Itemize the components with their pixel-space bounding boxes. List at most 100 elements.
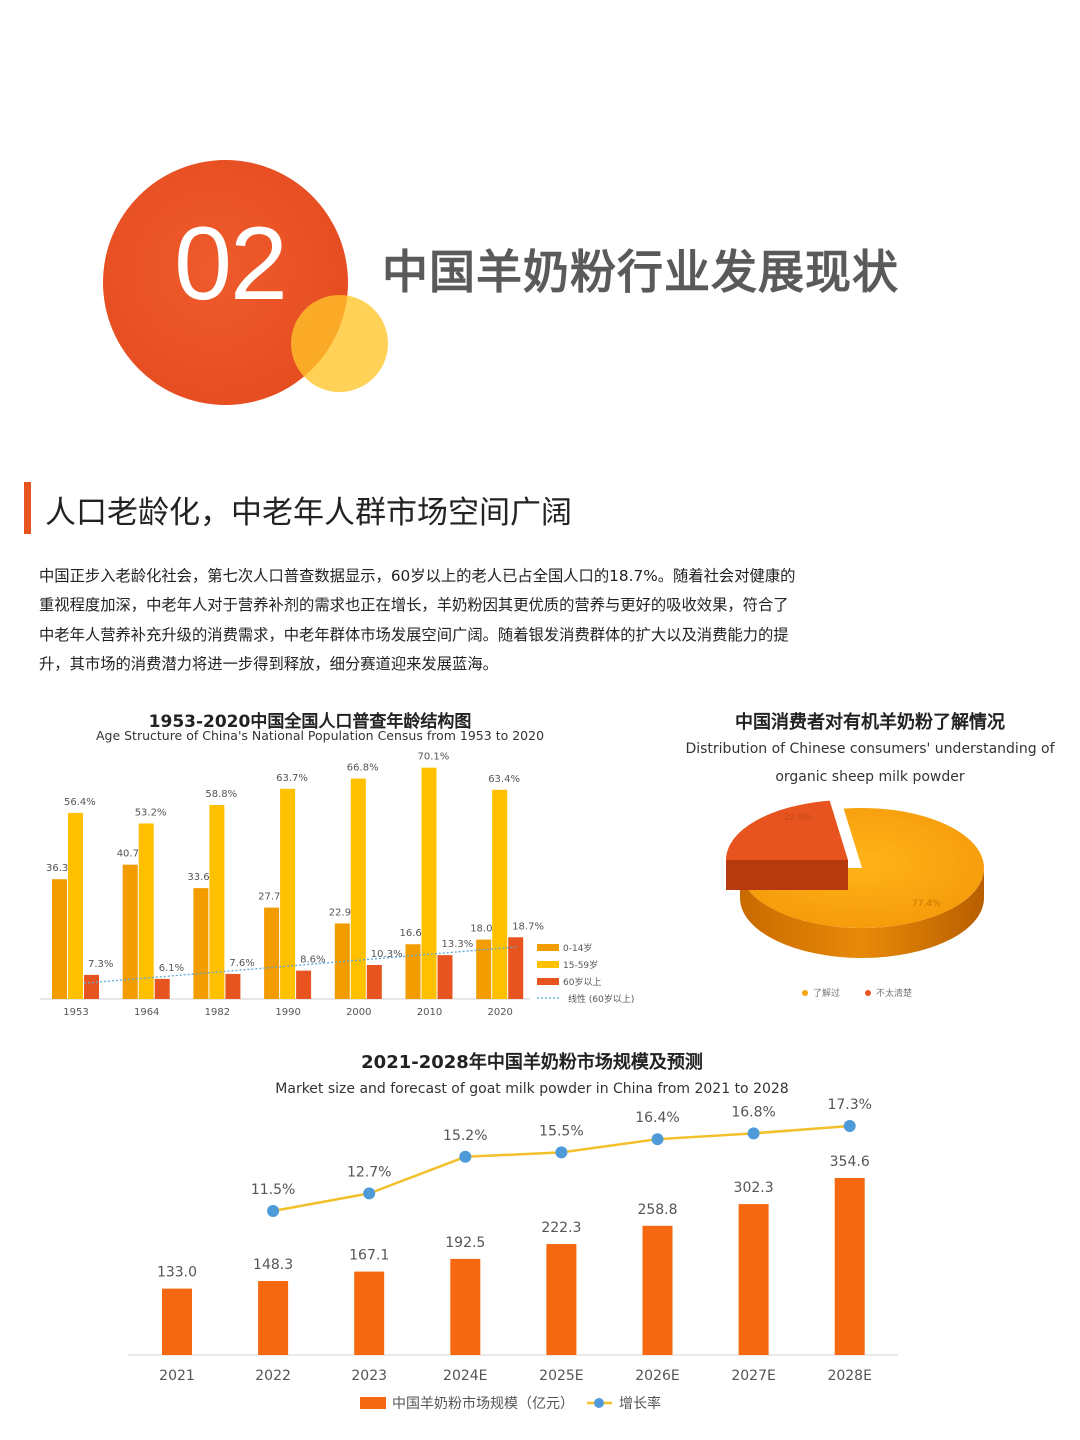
market-bar-label-2023: 167.1 <box>349 1248 389 1264</box>
age-bar-2000-60岁以上 <box>366 965 382 999</box>
section-number: 02 <box>174 206 288 322</box>
age-bar-label-2020-15-59岁: 63.4% <box>488 774 520 785</box>
subheading-accent-bar <box>24 482 31 534</box>
age-bar-1990-0-14岁 <box>264 907 280 999</box>
market-x-tick-2023: 2023 <box>351 1368 387 1384</box>
body-paragraph: 中国正步入老龄化社会，第七次人口普查数据显示，60岁以上的老人已占全国人口的18… <box>39 567 796 673</box>
growth-rate-point-2024E <box>459 1150 472 1163</box>
age-bar-label-2000-0-14岁: 22.9% <box>329 907 361 918</box>
market-bar-label-2022: 148.3 <box>253 1257 293 1273</box>
pie-slice-了解过 <box>739 808 984 929</box>
growth-rate-point-2022 <box>267 1205 280 1217</box>
age-bar-label-1964-60岁以上: 6.1% <box>159 963 184 974</box>
market-x-tick-2022: 2022 <box>255 1368 291 1384</box>
age-bar-label-1982-0-14岁: 33.6% <box>187 872 219 883</box>
age-legend-label-15-59岁: 15-59岁 <box>563 959 598 971</box>
age-bar-2000-0-14岁 <box>334 923 350 999</box>
pie-legend-label-了解过: 了解过 <box>813 987 840 999</box>
pie-chart-title: 中国消费者对有机羊奶粉了解情况 <box>735 712 1005 733</box>
pie-slice-side-了解过 <box>740 868 984 958</box>
growth-rate-label-2022: 11.5% <box>251 1182 295 1198</box>
age-bar-label-2000-60岁以上: 10.3% <box>371 949 403 960</box>
market-bar-2024E <box>450 1258 481 1355</box>
pie-label-不太清楚: 22.6% <box>784 813 813 823</box>
age-bar-1953-15-59岁 <box>68 812 83 999</box>
age-bar-label-2020-0-14岁: 18.0% <box>470 924 502 935</box>
growth-rate-point-2026E <box>651 1133 664 1146</box>
growth-rate-label-2024E: 15.2% <box>443 1128 487 1144</box>
market-bar-2021 <box>162 1288 192 1355</box>
pie-legend-swatch-了解过 <box>802 990 808 996</box>
age-bar-1982-15-59岁 <box>209 804 225 999</box>
age-chart-title: 1953-2020中国全国人口普查年龄结构图 <box>148 712 472 732</box>
age-bar-label-1990-60岁以上: 8.6% <box>300 955 325 966</box>
market-x-tick-2021: 2021 <box>159 1368 195 1384</box>
market-bar-2023 <box>354 1271 385 1355</box>
age-bar-1964-60岁以上 <box>154 978 170 999</box>
growth-rate-label-2027E: 16.8% <box>731 1104 775 1120</box>
market-bar-2025E <box>546 1244 577 1355</box>
age-bar-label-1964-0-14岁: 40.7% <box>117 849 149 860</box>
age-x-tick-2010: 2010 <box>417 1007 442 1018</box>
age-bar-label-1953-0-14岁: 36.3% <box>46 863 78 874</box>
age-bar-label-2000-15-59岁: 66.8% <box>347 763 379 774</box>
age-bar-2010-60岁以上 <box>437 955 453 999</box>
age-bar-label-1990-0-14岁: 27.7% <box>258 892 290 903</box>
age-bar-1964-0-14岁 <box>122 864 138 999</box>
age-legend-swatch-15-59岁 <box>537 961 559 968</box>
age-trendline <box>83 946 517 984</box>
age-x-tick-1982: 1982 <box>205 1007 230 1018</box>
growth-rate-point-2028E <box>843 1120 856 1132</box>
age-legend-label-trendline: 线性 (60岁以上) <box>568 993 634 1005</box>
market-x-tick-2026E: 2026E <box>635 1368 679 1384</box>
age-bar-label-1982-15-59岁: 58.8% <box>205 789 237 800</box>
growth-rate-point-2023 <box>363 1187 376 1200</box>
pie-label-了解过: 77.4% <box>912 899 941 909</box>
growth-rate-point-2025E <box>555 1146 568 1159</box>
age-x-tick-1990: 1990 <box>275 1007 300 1018</box>
market-bar-label-2026E: 258.8 <box>637 1202 677 1218</box>
market-x-tick-2024E: 2024E <box>443 1368 487 1384</box>
market-bar-2026E <box>642 1225 673 1355</box>
growth-rate-point-2027E <box>747 1127 760 1140</box>
age-bar-2000-15-59岁 <box>350 778 366 999</box>
section-hero: 02 中国羊奶粉行业发展现状 <box>0 0 1080 440</box>
growth-rate-label-2028E: 17.3% <box>827 1097 871 1113</box>
age-bar-1982-0-14岁 <box>193 888 209 999</box>
age-bar-2020-0-14岁 <box>476 939 492 999</box>
market-legend-swatch-bars <box>360 1397 386 1409</box>
section-title: 中国羊奶粉行业发展现状 <box>382 245 899 299</box>
market-bar-2028E <box>834 1178 865 1355</box>
pie-slice-不太清楚 <box>726 800 848 860</box>
market-legend-label-bars: 中国羊奶粉市场规模（亿元） <box>392 1395 574 1412</box>
age-bar-2020-60岁以上 <box>508 937 524 999</box>
age-bar-2010-15-59岁 <box>421 767 437 999</box>
age-legend-swatch-60岁以上 <box>537 978 559 985</box>
market-bar-label-2024E: 192.5 <box>445 1235 485 1251</box>
age-bar-label-2010-15-59岁: 70.1% <box>418 752 450 763</box>
age-x-tick-1953: 1953 <box>63 1007 88 1018</box>
subheading: 人口老龄化，中老年人群市场空间广阔 <box>45 495 572 531</box>
market-legend-marker-line <box>594 1398 604 1408</box>
age-bar-1953-60岁以上 <box>84 974 99 999</box>
age-bar-label-2010-0-14岁: 16.6% <box>400 928 432 939</box>
age-bar-label-1953-15-59岁: 56.4% <box>64 797 96 808</box>
growth-rate-label-2025E: 15.5% <box>539 1123 583 1139</box>
age-bar-label-1964-15-59岁: 53.2% <box>135 807 167 818</box>
market-bar-label-2027E: 302.3 <box>734 1180 774 1196</box>
age-bar-label-1982-60岁以上: 7.6% <box>229 958 254 969</box>
growth-rate-label-2023: 12.7% <box>347 1164 391 1180</box>
growth-rate-label-2026E: 16.4% <box>635 1110 679 1126</box>
age-legend-swatch-0-14岁 <box>537 944 559 951</box>
age-bar-label-1990-15-59岁: 63.7% <box>276 773 308 784</box>
age-bar-2010-0-14岁 <box>405 944 421 999</box>
age-bar-label-2010-60岁以上: 13.3% <box>442 939 474 950</box>
age-legend-label-0-14岁: 0-14岁 <box>563 942 592 954</box>
pie-slice-side-不太清楚 <box>726 860 848 890</box>
age-legend-label-60岁以上: 60岁以上 <box>563 976 601 988</box>
market-x-tick-2025E: 2025E <box>539 1368 583 1384</box>
age-x-tick-2020: 2020 <box>487 1007 512 1018</box>
